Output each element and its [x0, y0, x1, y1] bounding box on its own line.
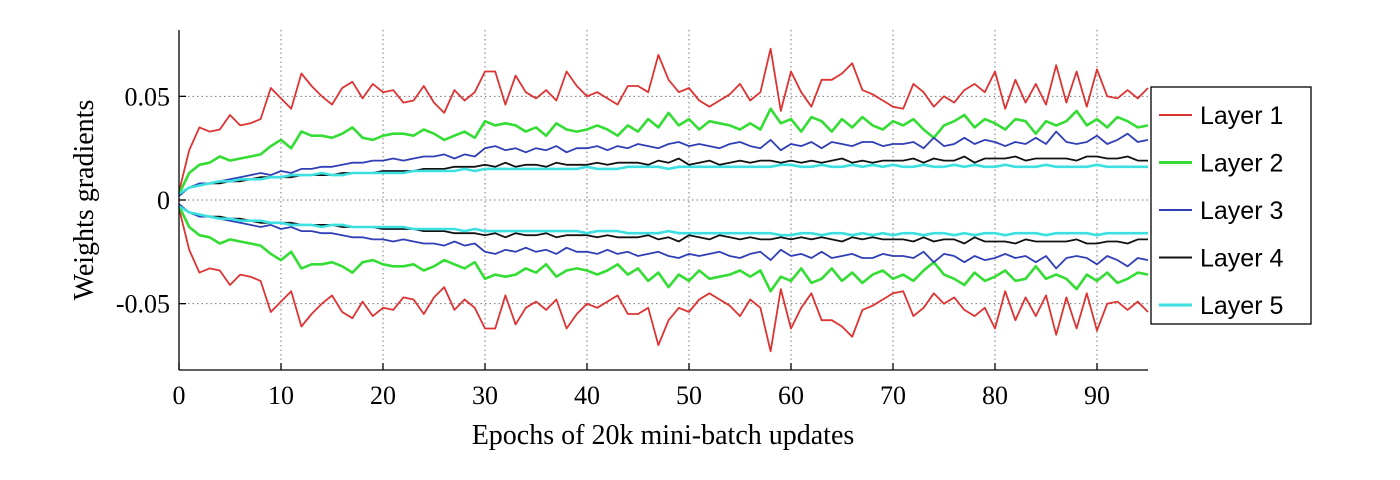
- series-line-layer-2-upper: [177, 107, 1149, 195]
- series-line-layer-1-lower: [178, 208, 1149, 353]
- y-tick-label: 0: [157, 186, 170, 215]
- x-tick-label: 80: [982, 381, 1008, 410]
- x-tick-label: 50: [676, 381, 702, 410]
- legend-label: Layer 2: [1200, 150, 1283, 178]
- series-line-layer-5-lower: [178, 205, 1148, 237]
- series-lines: [177, 47, 1149, 353]
- x-tick-label: 40: [574, 381, 600, 410]
- legend-label: Layer 4: [1200, 245, 1283, 273]
- x-tick-label: 20: [370, 381, 396, 410]
- x-tick-label: 60: [778, 381, 804, 410]
- x-tick-label: 30: [472, 381, 498, 410]
- x-axis-label: Epochs of 20k mini-batch updates: [472, 420, 855, 451]
- series-line-layer-4-lower: [178, 205, 1148, 245]
- x-tick-label: 70: [880, 381, 906, 410]
- series-line-layer-2-lower: [177, 205, 1149, 293]
- series-line-layer-4-upper: [178, 155, 1148, 195]
- y-axis-label: Weights gradients: [69, 100, 100, 301]
- series-line-layer-5-upper: [178, 163, 1148, 195]
- legend-label: Layer 5: [1200, 292, 1283, 320]
- legend-label: Layer 3: [1200, 197, 1283, 225]
- y-tick-label: -0.05: [116, 290, 170, 319]
- y-tick-label: 0.05: [125, 82, 171, 111]
- series-line-layer-1-upper: [178, 47, 1149, 192]
- x-tick-label: 90: [1084, 381, 1110, 410]
- legend-box: [1150, 86, 1312, 325]
- legend: Layer 1 Layer 2 Layer 3 Layer 4 Layer 5: [1150, 86, 1312, 325]
- ticks: 0 10 20 30 40 50 60 70 80 90 -0.05 0 0.05: [116, 82, 1110, 410]
- x-tick-label: 10: [268, 381, 294, 410]
- series-line-layer-3-lower: [178, 203, 1149, 270]
- legend-label: Layer 1: [1200, 102, 1283, 130]
- series-line-layer-3-upper: [178, 130, 1149, 197]
- plot-area: [179, 30, 1148, 370]
- x-tick-label: 0: [173, 381, 186, 410]
